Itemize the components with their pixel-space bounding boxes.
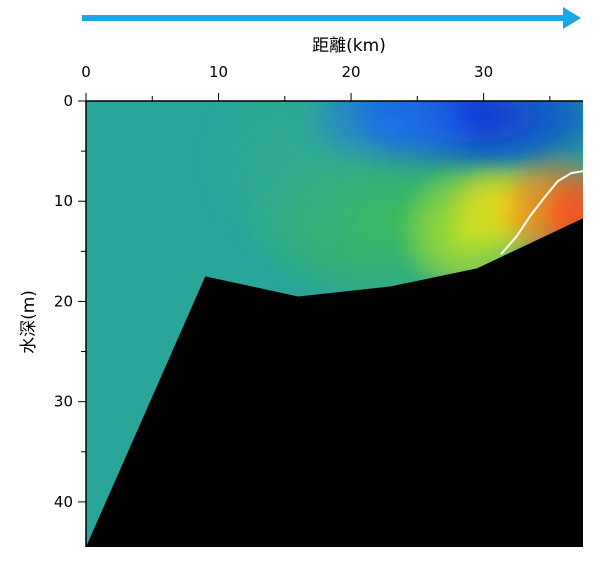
x-tick-label: 30 [474,63,493,81]
x-tick-label: 0 [81,63,91,81]
contour-line [500,170,583,256]
x-axis: 0 10 20 30 [81,63,551,101]
y-tick-label: 40 [54,493,73,511]
x-axis-title: 距離(km) [312,36,386,56]
x-tick-label: 20 [342,63,361,81]
direction-arrow [82,7,581,29]
field-feature-green-upper-band [202,101,394,258]
direction-arrow-head [563,7,581,29]
x-tick-label: 10 [209,63,228,81]
y-axis-title: 水深(m) [19,290,39,354]
seabed-profile [86,218,583,547]
y-tick-label: 30 [54,393,73,411]
plot-frame [85,100,583,547]
y-tick-label: 10 [54,192,73,210]
y-axis: 0 10 20 30 40 [54,92,86,511]
y-tick-label: 0 [63,92,73,110]
y-tick-label: 20 [54,292,73,310]
plot-area [86,101,583,547]
